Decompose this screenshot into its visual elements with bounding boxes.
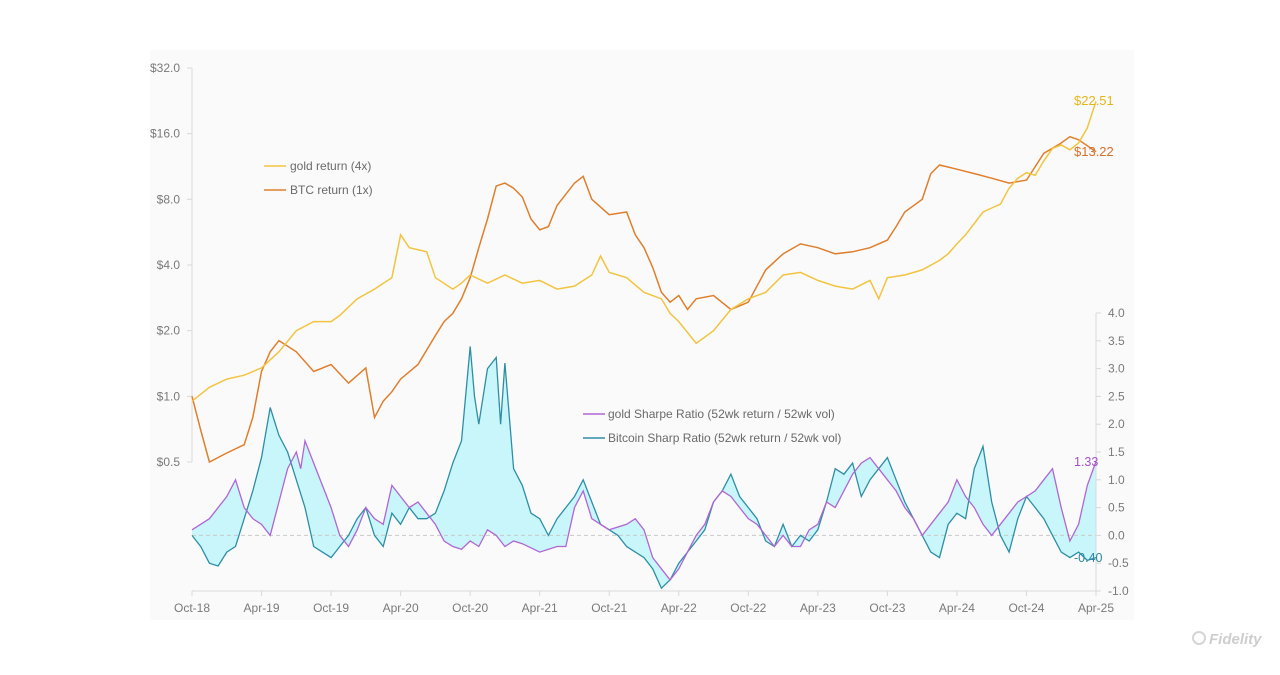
x-tick-label: Apr-25: [1078, 601, 1114, 615]
fidelity-logo-icon: [1192, 631, 1206, 645]
x-tick-label: Oct-23: [869, 601, 905, 615]
legend-label-btc-return: BTC return (1x): [290, 183, 373, 197]
right-tick-label: 4.0: [1108, 306, 1125, 320]
btc-return-end-label: $13.22: [1074, 144, 1114, 159]
fidelity-logo-text: Fidelity: [1209, 631, 1262, 648]
x-tick-label: Apr-22: [661, 601, 697, 615]
gold-sharpe-line: [191, 438, 1097, 581]
left-tick-label: $8.0: [157, 192, 181, 206]
right-axis-ticks: 4.0 3.5 3.0 2.5 2.0 1.5 1.0 0.5 0.0 -0.5 -1.0: [1096, 306, 1129, 598]
right-tick-label: 3.0: [1108, 362, 1125, 376]
sharpe-legend: gold Sharpe Ratio (52wk return / 52wk vo…: [583, 407, 841, 445]
btc-return-line: [191, 135, 1097, 464]
left-tick-label: $4.0: [157, 258, 181, 272]
right-tick-label: 2.5: [1108, 389, 1125, 403]
x-tick-label: Apr-20: [383, 601, 419, 615]
left-tick-label: $0.5: [157, 455, 181, 469]
x-tick-label: Apr-24: [939, 601, 975, 615]
x-axis-ticks: Oct-18 Apr-19 Oct-19 Apr-20 Oct-20 Apr-21 Oct-…: [174, 591, 1114, 615]
legend-label-btc-sharpe: Bitcoin Sharp Ratio (52wk return / 52wk …: [608, 431, 841, 445]
x-tick-label: Apr-21: [522, 601, 558, 615]
legend-label-gold-return: gold return (4x): [290, 159, 371, 173]
legend-label-gold-sharpe: gold Sharpe Ratio (52wk return / 52wk vo…: [608, 407, 835, 421]
x-tick-label: Oct-20: [452, 601, 488, 615]
left-tick-label: $32.0: [150, 61, 180, 75]
right-tick-label: 1.5: [1108, 445, 1125, 459]
left-tick-label: $1.0: [157, 389, 181, 403]
fidelity-logo: Fidelity: [1192, 631, 1262, 648]
left-axis-ticks: $32.0 $16.0 $8.0 $4.0 $2.0 $1.0 $0.5: [150, 61, 192, 469]
x-tick-label: Oct-24: [1008, 601, 1044, 615]
x-tick-label: Oct-19: [313, 601, 349, 615]
right-tick-label: 1.0: [1108, 473, 1125, 487]
x-tick-label: Oct-21: [591, 601, 627, 615]
right-tick-label: 3.5: [1108, 334, 1125, 348]
left-tick-label: $16.0: [150, 127, 180, 141]
gold-return-line: [191, 101, 1097, 402]
right-tick-label: -0.5: [1108, 556, 1129, 570]
right-tick-label: -1.0: [1108, 584, 1129, 598]
btc-sharpe-line: [191, 346, 1097, 590]
sharpe-difference-fill: [192, 346, 1096, 589]
gold-return-end-label: $22.51: [1074, 93, 1114, 108]
returns-legend: gold return (4x) BTC return (1x): [264, 159, 373, 197]
x-tick-label: Oct-22: [730, 601, 766, 615]
x-tick-label: Apr-23: [800, 601, 836, 615]
btc-sharpe-end-label: -0.40: [1074, 551, 1103, 565]
left-tick-label: $2.0: [157, 324, 181, 338]
right-tick-label: 2.0: [1108, 417, 1125, 431]
x-tick-label: Oct-18: [174, 601, 210, 615]
right-tick-label: 0.5: [1108, 501, 1125, 515]
x-tick-label: Apr-19: [244, 601, 280, 615]
right-tick-label: 0.0: [1108, 528, 1125, 542]
gold-sharpe-end-label: 1.33: [1074, 455, 1098, 469]
